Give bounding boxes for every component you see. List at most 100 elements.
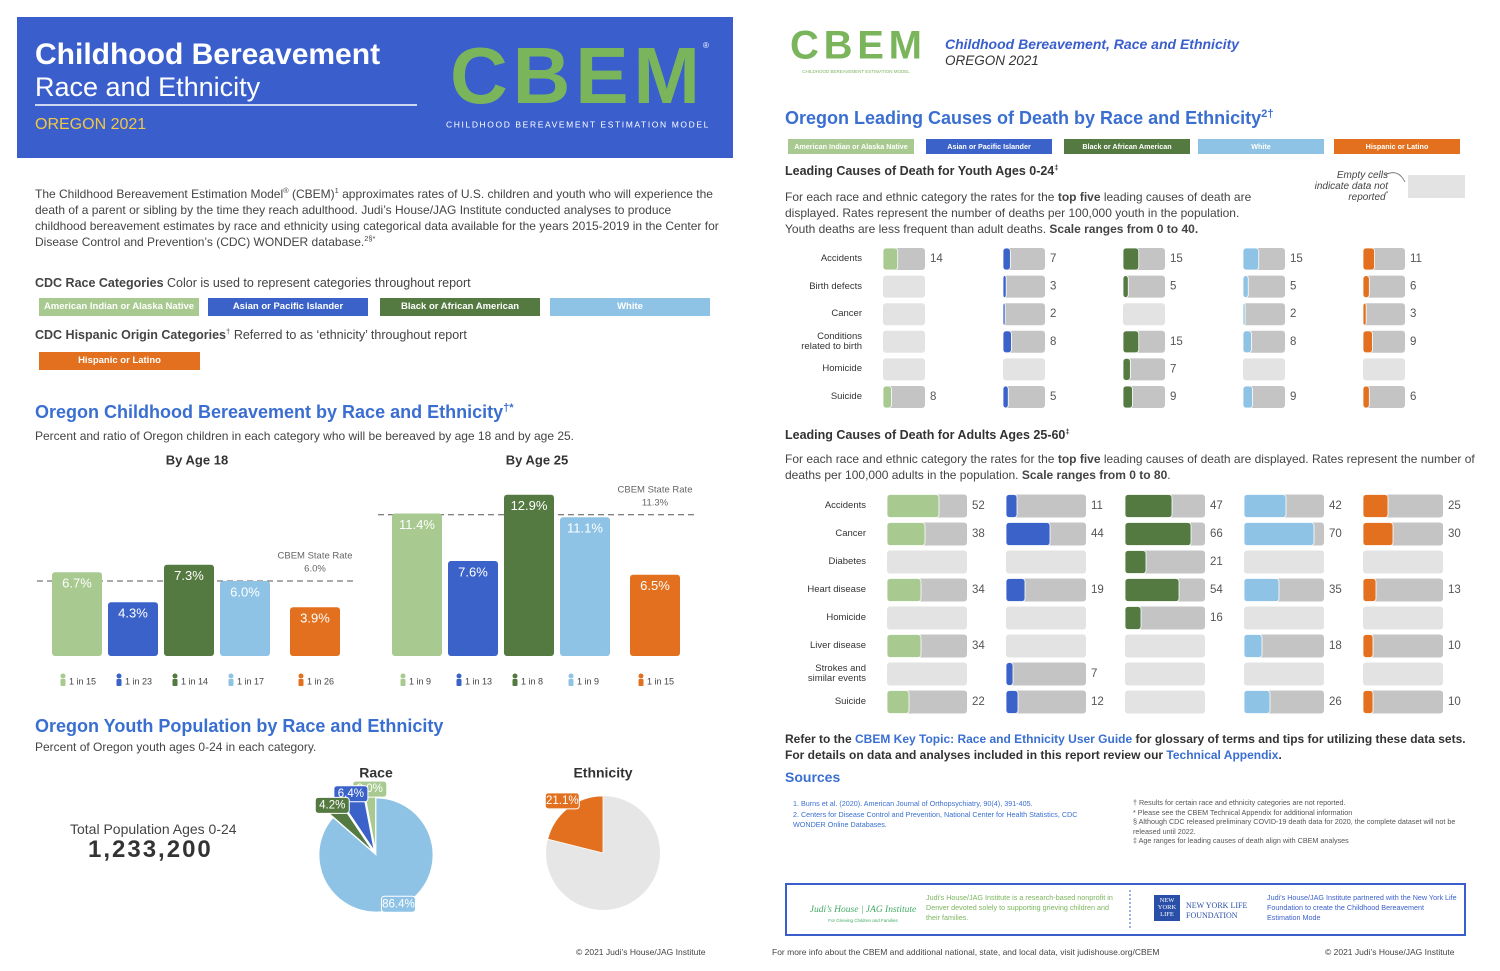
- cell-background: [1363, 690, 1443, 714]
- cell-bar: [1122, 275, 1129, 299]
- cell-value: 15: [1170, 253, 1183, 265]
- person-icon: [638, 673, 644, 679]
- link-line: Refer to the CBEM Key Topic: Race and Et…: [785, 731, 1475, 747]
- cell-bar: [1362, 302, 1367, 326]
- person-icon: [298, 679, 304, 686]
- bar-label: 7.6%: [458, 564, 488, 579]
- cell-value: 35: [1329, 584, 1342, 596]
- cell-value: 19: [1091, 584, 1104, 596]
- cell-background: [883, 303, 925, 326]
- rich-text: .: [1167, 468, 1171, 482]
- cell-value: 10: [1448, 696, 1461, 708]
- person-icon: [60, 673, 66, 679]
- cell-bar: [1122, 357, 1131, 381]
- total-label: Total Population Ages 0-24: [70, 821, 237, 837]
- cell-bar: [886, 494, 940, 518]
- cell-bar: [886, 578, 922, 602]
- heading: CDC Hispanic Origin Categories: [35, 328, 227, 342]
- row-label: Suicide: [830, 391, 862, 402]
- cell-bar: [882, 385, 892, 409]
- cell-value: 21: [1210, 556, 1223, 568]
- title: Oregon Childhood Bereavement by Race and…: [35, 402, 504, 422]
- cell-background: [1244, 634, 1324, 658]
- cell-bar: [1362, 494, 1389, 518]
- judis-logo-sub: For Grieving Children and Families: [828, 918, 898, 923]
- pie-label-box: [544, 792, 580, 810]
- ratio-label: 1 in 23: [125, 676, 152, 686]
- pie-label: 6.4%: [338, 788, 364, 800]
- cell-bar: [886, 522, 926, 546]
- reference-name: CBEM State Rate: [618, 484, 693, 495]
- bar-label: 4.3%: [118, 606, 148, 621]
- title: Childhood Bereavement: [35, 38, 381, 71]
- cell-bar: [1362, 247, 1375, 271]
- rich-text: For details on data and analyses include…: [785, 748, 1167, 762]
- cell-bar: [1124, 494, 1173, 518]
- cell-background: [1243, 330, 1285, 353]
- rich-text: (CBEM): [288, 187, 335, 201]
- cell-value: 22: [972, 696, 985, 708]
- cell-background: [1244, 606, 1324, 630]
- cell-value: 2: [1290, 308, 1296, 320]
- cell-background: [1003, 386, 1045, 408]
- cell-background: [1006, 550, 1086, 574]
- judis-logo: Judi’s House | JAG Institute: [809, 905, 917, 915]
- cell-value: 6: [1410, 281, 1416, 293]
- cell-background: [1243, 275, 1285, 298]
- cell-bar: [1005, 578, 1026, 602]
- legend-item: White: [1198, 139, 1324, 154]
- cell-value: 5: [1290, 281, 1296, 293]
- sup: ‡: [1054, 162, 1059, 172]
- rich-text: approximates rates of U.S. children and …: [35, 187, 719, 249]
- pie-label: 86.4%: [382, 898, 415, 910]
- bar-label: 6.5%: [640, 578, 670, 593]
- cell-value: 42: [1329, 500, 1342, 512]
- page-header: Childhood Bereavement, Race and Ethnicit…: [945, 36, 1240, 52]
- rich-sup: 1: [334, 186, 339, 195]
- cell-background: [1003, 330, 1045, 353]
- cell-background: [1003, 303, 1045, 326]
- bar: [392, 513, 442, 656]
- cell-bar: [1122, 385, 1133, 409]
- page-region: OREGON 2021: [945, 53, 1039, 68]
- rich-text: .: [1278, 748, 1282, 762]
- cell-bar: [1002, 302, 1006, 326]
- cell-background: [1363, 634, 1443, 658]
- category-swatch: Black or African American: [380, 298, 540, 316]
- cell-background: [1363, 662, 1443, 686]
- category-swatch: Hispanic or Latino: [39, 352, 200, 370]
- cell-background: [1363, 550, 1443, 574]
- cell-background: [1003, 275, 1045, 298]
- cell-bar: [886, 690, 910, 714]
- person-icon: [298, 673, 304, 679]
- section-subtitle: Percent of Oregon youth ages 0-24 in eac…: [35, 740, 317, 754]
- cell-bar: [882, 247, 899, 271]
- cell-background: [1006, 662, 1086, 686]
- pie-title: Race: [359, 765, 393, 781]
- row-label: Conditions related to birth: [801, 330, 862, 352]
- bar-label: 7.3%: [174, 568, 204, 583]
- cell-value: 38: [972, 528, 985, 540]
- row-label: Accidents: [824, 500, 866, 511]
- cell-value: 30: [1448, 528, 1461, 540]
- cell-bar: [1243, 634, 1263, 658]
- note: Color is used to represent categories th…: [167, 276, 471, 290]
- cell-bar: [1362, 690, 1374, 714]
- cell-background: [1363, 578, 1443, 602]
- row-label: Cancer: [835, 528, 866, 539]
- row-label: Homicide: [826, 612, 866, 623]
- person-icon: [512, 673, 518, 679]
- person-icon: [116, 673, 122, 679]
- cell-value: 18: [1329, 640, 1342, 652]
- cell-value: 3: [1410, 308, 1416, 320]
- subsection-title: Leading Causes of Death for Adults Ages …: [785, 427, 1070, 442]
- cell-background: [887, 606, 967, 630]
- cell-bar: [1002, 247, 1011, 271]
- subtitle: Race and Ethnicity: [35, 72, 261, 102]
- bar: [290, 607, 340, 656]
- bar-label: 6.7%: [62, 576, 92, 591]
- reference-name: CBEM State Rate: [278, 551, 353, 562]
- rich-bold: Scale ranges from 0 to 80: [1021, 468, 1168, 482]
- cell-value: 5: [1050, 391, 1056, 403]
- source-item: 2. Centers for Disease Control and Preve…: [793, 809, 1078, 830]
